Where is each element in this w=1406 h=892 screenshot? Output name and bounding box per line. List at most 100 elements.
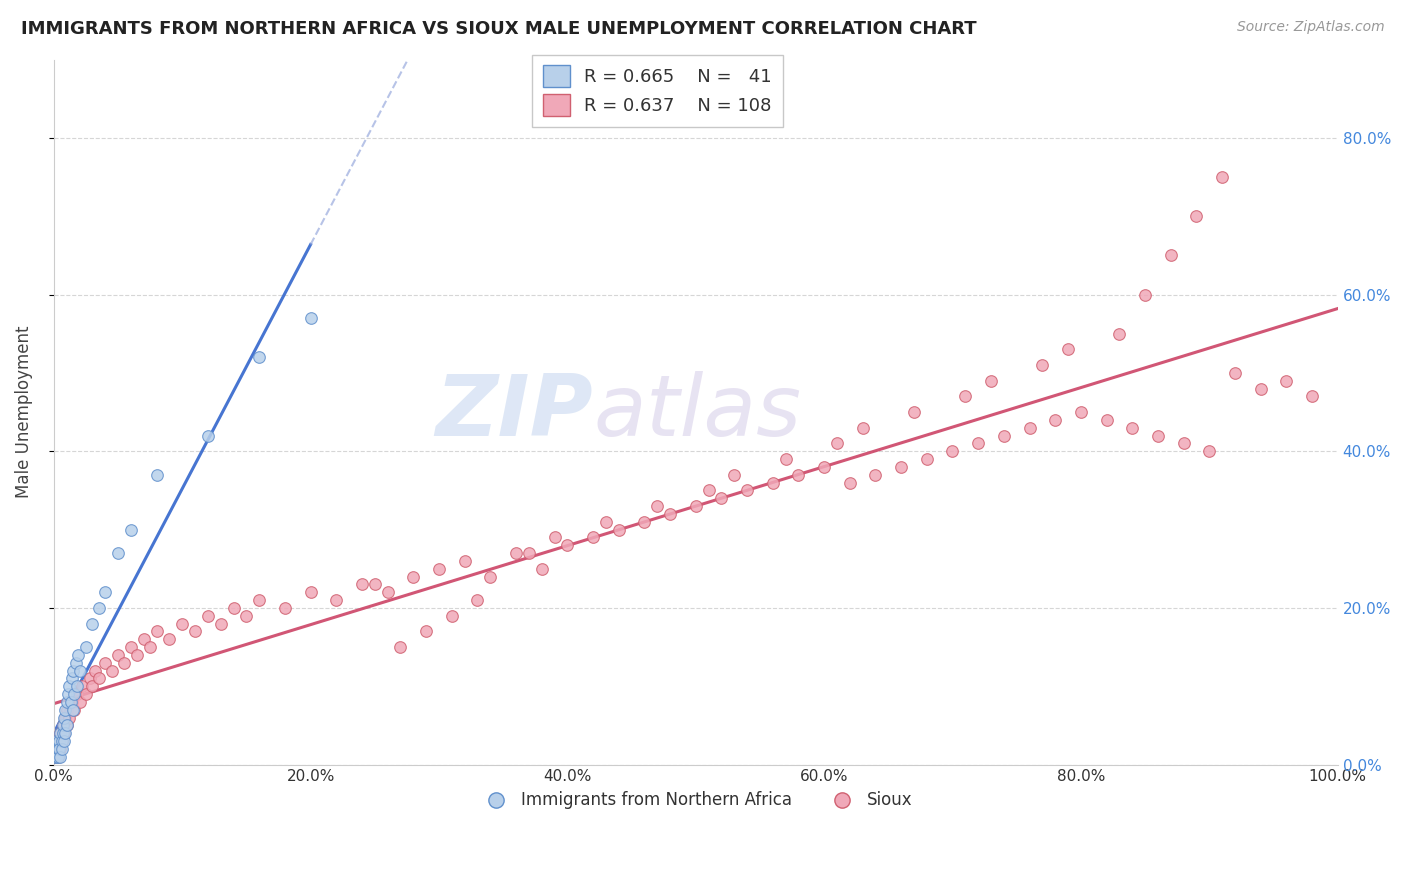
Point <box>132 632 155 647</box>
Point <box>52 718 75 732</box>
Point <box>59 695 82 709</box>
Point <box>1223 366 1246 380</box>
Point <box>762 475 785 490</box>
Point <box>49 742 72 756</box>
Point <box>107 546 129 560</box>
Point <box>114 656 136 670</box>
Point <box>209 616 232 631</box>
Point <box>65 656 87 670</box>
Point <box>94 585 117 599</box>
Point <box>197 608 219 623</box>
Point <box>48 734 70 748</box>
Point <box>247 350 270 364</box>
Point <box>44 749 66 764</box>
Point <box>60 671 83 685</box>
Point <box>107 648 129 662</box>
Point <box>44 742 66 756</box>
Point <box>46 742 69 756</box>
Point <box>633 515 655 529</box>
Point <box>45 734 67 748</box>
Point <box>1057 343 1080 357</box>
Point <box>66 687 89 701</box>
Point <box>55 718 77 732</box>
Point <box>389 640 412 654</box>
Point <box>51 742 73 756</box>
Point <box>120 523 142 537</box>
Point <box>44 742 66 756</box>
Point <box>1301 389 1323 403</box>
Point <box>62 703 84 717</box>
Point <box>1211 170 1233 185</box>
Point <box>299 311 322 326</box>
Text: atlas: atlas <box>593 370 801 453</box>
Point <box>993 428 1015 442</box>
Point <box>467 593 489 607</box>
Point <box>787 467 810 482</box>
Point <box>1185 209 1208 223</box>
Point <box>1250 382 1272 396</box>
Point <box>94 656 117 670</box>
Point <box>1121 421 1143 435</box>
Point <box>941 444 963 458</box>
Point <box>55 703 77 717</box>
Point <box>55 703 77 717</box>
Point <box>402 569 425 583</box>
Point <box>325 593 347 607</box>
Point <box>1147 428 1170 442</box>
Point <box>1070 405 1092 419</box>
Point <box>235 608 257 623</box>
Point <box>247 593 270 607</box>
Point <box>46 749 69 764</box>
Point <box>530 562 553 576</box>
Point <box>710 491 733 506</box>
Point <box>557 538 579 552</box>
Point <box>1160 248 1182 262</box>
Point <box>582 530 605 544</box>
Point <box>55 726 77 740</box>
Point <box>813 459 835 474</box>
Point <box>120 640 142 654</box>
Point <box>48 742 70 756</box>
Point <box>377 585 399 599</box>
Point <box>139 640 162 654</box>
Point <box>157 632 180 647</box>
Point <box>63 687 86 701</box>
Point <box>427 562 450 576</box>
Point <box>63 703 86 717</box>
Point <box>44 749 66 764</box>
Text: Source: ZipAtlas.com: Source: ZipAtlas.com <box>1237 20 1385 34</box>
Point <box>172 616 194 631</box>
Point <box>697 483 720 498</box>
Point <box>55 695 77 709</box>
Point <box>58 710 80 724</box>
Point <box>51 734 73 748</box>
Point <box>440 608 463 623</box>
Point <box>100 664 122 678</box>
Point <box>659 507 682 521</box>
Point <box>69 664 91 678</box>
Point <box>82 616 104 631</box>
Point <box>49 726 72 740</box>
Point <box>274 600 297 615</box>
Point <box>903 405 925 419</box>
Point <box>79 671 101 685</box>
Point <box>505 546 527 560</box>
Point <box>184 624 207 639</box>
Point <box>299 585 322 599</box>
Point <box>1198 444 1220 458</box>
Point <box>645 499 668 513</box>
Point <box>865 467 887 482</box>
Point <box>53 734 76 748</box>
Point <box>45 734 67 748</box>
Point <box>415 624 437 639</box>
Point <box>87 600 110 615</box>
Point <box>852 421 875 435</box>
Point <box>51 734 73 748</box>
Point <box>364 577 387 591</box>
Point <box>890 459 912 474</box>
Point <box>45 749 67 764</box>
Point <box>517 546 540 560</box>
Point <box>84 664 107 678</box>
Point <box>350 577 373 591</box>
Point <box>980 374 1002 388</box>
